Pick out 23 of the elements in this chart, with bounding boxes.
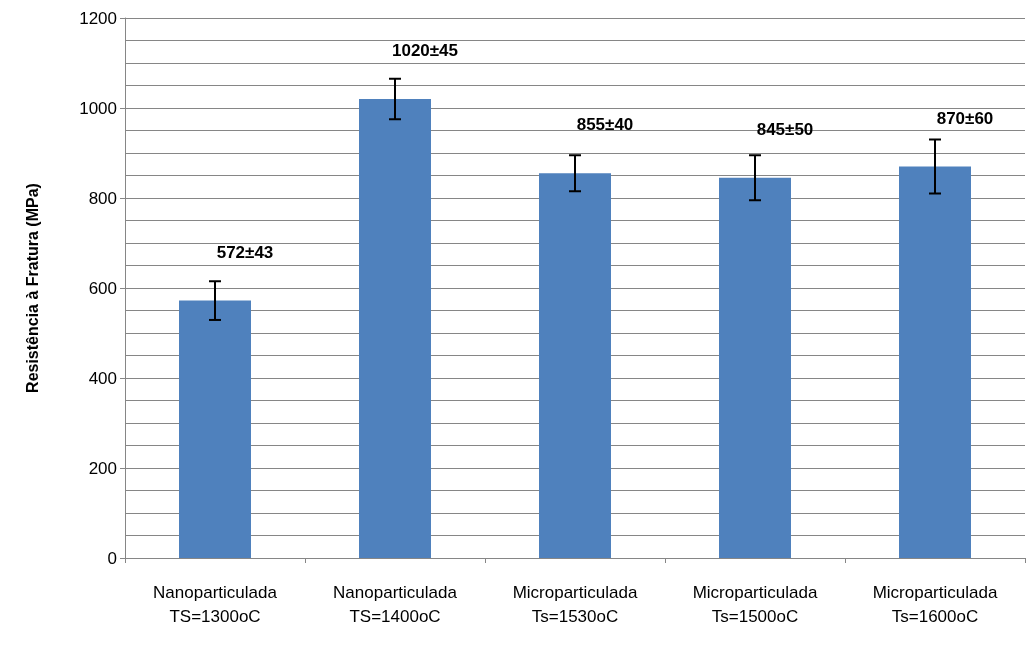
bar [179,300,251,558]
y-tick-label: 400 [88,368,117,388]
y-axis-title: Resistência à Fratura (MPa) [23,183,41,393]
x-tick-label: Microparticulada Ts=1600oC [872,582,998,626]
y-tick-label: 1000 [79,98,117,118]
data-label: 845±50 [756,119,814,139]
y-tick-label: 800 [88,188,117,208]
bar [899,166,971,558]
bar [539,173,611,558]
x-tick-label: Microparticulada Ts=1500oC [692,582,818,626]
bar [359,99,431,558]
y-tick-label: 200 [88,458,117,478]
data-label: 870±60 [936,108,994,128]
x-tick-label: Microparticulada Ts=1530oC [512,582,638,626]
data-label: 1020±45 [391,41,459,60]
x-tick-label: Nanoparticulada TS=1400oC [333,582,458,626]
y-tick-label: 0 [107,548,117,568]
bar [719,177,791,558]
data-label: 572±43 [216,242,274,262]
y-tick-label: 600 [88,278,117,298]
data-label: 855±40 [576,115,634,135]
y-tick-label: 1200 [79,8,117,28]
x-tick-label: Nanoparticulada TS=1300oC [153,582,278,626]
